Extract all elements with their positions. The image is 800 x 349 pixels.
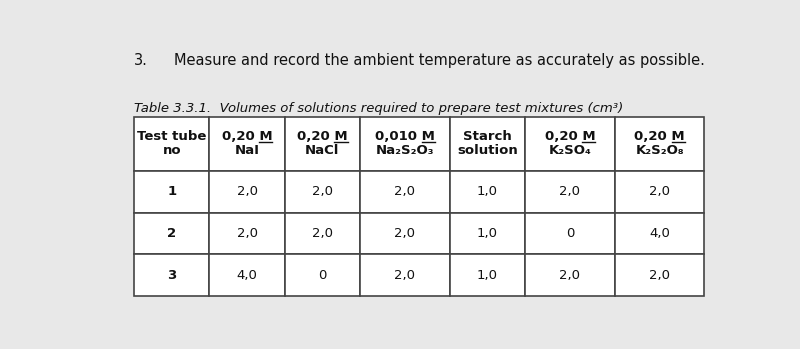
Bar — [360, 117, 450, 171]
Text: 2,0: 2,0 — [237, 185, 258, 198]
Text: 0: 0 — [318, 268, 326, 282]
Bar — [525, 213, 614, 254]
Bar — [134, 171, 210, 213]
Text: NaI: NaI — [234, 144, 259, 157]
Text: 4,0: 4,0 — [237, 268, 258, 282]
Text: solution: solution — [457, 144, 518, 157]
Bar — [360, 213, 450, 254]
Bar — [285, 254, 360, 296]
Text: 2,0: 2,0 — [649, 268, 670, 282]
Text: 3: 3 — [167, 268, 176, 282]
Bar — [134, 117, 210, 171]
Text: 0,010 Μ: 0,010 Μ — [375, 130, 434, 143]
Text: 1,0: 1,0 — [477, 227, 498, 240]
Bar — [525, 117, 614, 171]
Text: 2,0: 2,0 — [559, 185, 580, 198]
Bar — [614, 213, 705, 254]
Text: no: no — [162, 144, 181, 157]
Bar — [285, 117, 360, 171]
Text: 2,0: 2,0 — [394, 185, 415, 198]
Text: 2,0: 2,0 — [312, 227, 333, 240]
Text: 2: 2 — [167, 227, 176, 240]
Text: 0,20 Μ: 0,20 Μ — [297, 130, 348, 143]
Text: 0: 0 — [566, 227, 574, 240]
Bar — [210, 117, 285, 171]
Bar — [210, 254, 285, 296]
Bar — [285, 213, 360, 254]
Text: Na₂S₂O₃: Na₂S₂O₃ — [375, 144, 434, 157]
Text: 2,0: 2,0 — [394, 227, 415, 240]
Text: 3.: 3. — [134, 53, 148, 68]
Text: NaCl: NaCl — [305, 144, 339, 157]
Bar — [614, 117, 705, 171]
Text: K₂SO₄: K₂SO₄ — [549, 144, 591, 157]
Bar — [525, 171, 614, 213]
Text: Starch: Starch — [463, 130, 512, 143]
Text: 1,0: 1,0 — [477, 268, 498, 282]
Text: 0,20 Μ: 0,20 Μ — [634, 130, 685, 143]
Bar — [450, 254, 525, 296]
Text: 0,20 Μ: 0,20 Μ — [222, 130, 272, 143]
Bar — [134, 254, 210, 296]
Bar — [614, 171, 705, 213]
Text: 2,0: 2,0 — [312, 185, 333, 198]
Bar — [134, 213, 210, 254]
Text: 2,0: 2,0 — [394, 268, 415, 282]
Bar — [525, 254, 614, 296]
Text: 2,0: 2,0 — [237, 227, 258, 240]
Text: Test tube: Test tube — [137, 130, 206, 143]
Text: 0,20 Μ: 0,20 Μ — [545, 130, 595, 143]
Bar — [210, 171, 285, 213]
Bar — [210, 213, 285, 254]
Text: Measure and record the ambient temperature as accurately as possible.: Measure and record the ambient temperatu… — [174, 53, 706, 68]
Bar — [285, 171, 360, 213]
Bar — [450, 117, 525, 171]
Bar — [614, 254, 705, 296]
Text: 4,0: 4,0 — [649, 227, 670, 240]
Text: 1,0: 1,0 — [477, 185, 498, 198]
Text: 2,0: 2,0 — [649, 185, 670, 198]
Bar — [450, 171, 525, 213]
Bar — [360, 171, 450, 213]
Text: Table 3.3.1.  Volumes of solutions required to prepare test mixtures (cm³): Table 3.3.1. Volumes of solutions requir… — [134, 102, 623, 115]
Bar — [450, 213, 525, 254]
Bar — [360, 254, 450, 296]
Text: K₂S₂O₈: K₂S₂O₈ — [635, 144, 684, 157]
Text: 1: 1 — [167, 185, 176, 198]
Text: 2,0: 2,0 — [559, 268, 580, 282]
